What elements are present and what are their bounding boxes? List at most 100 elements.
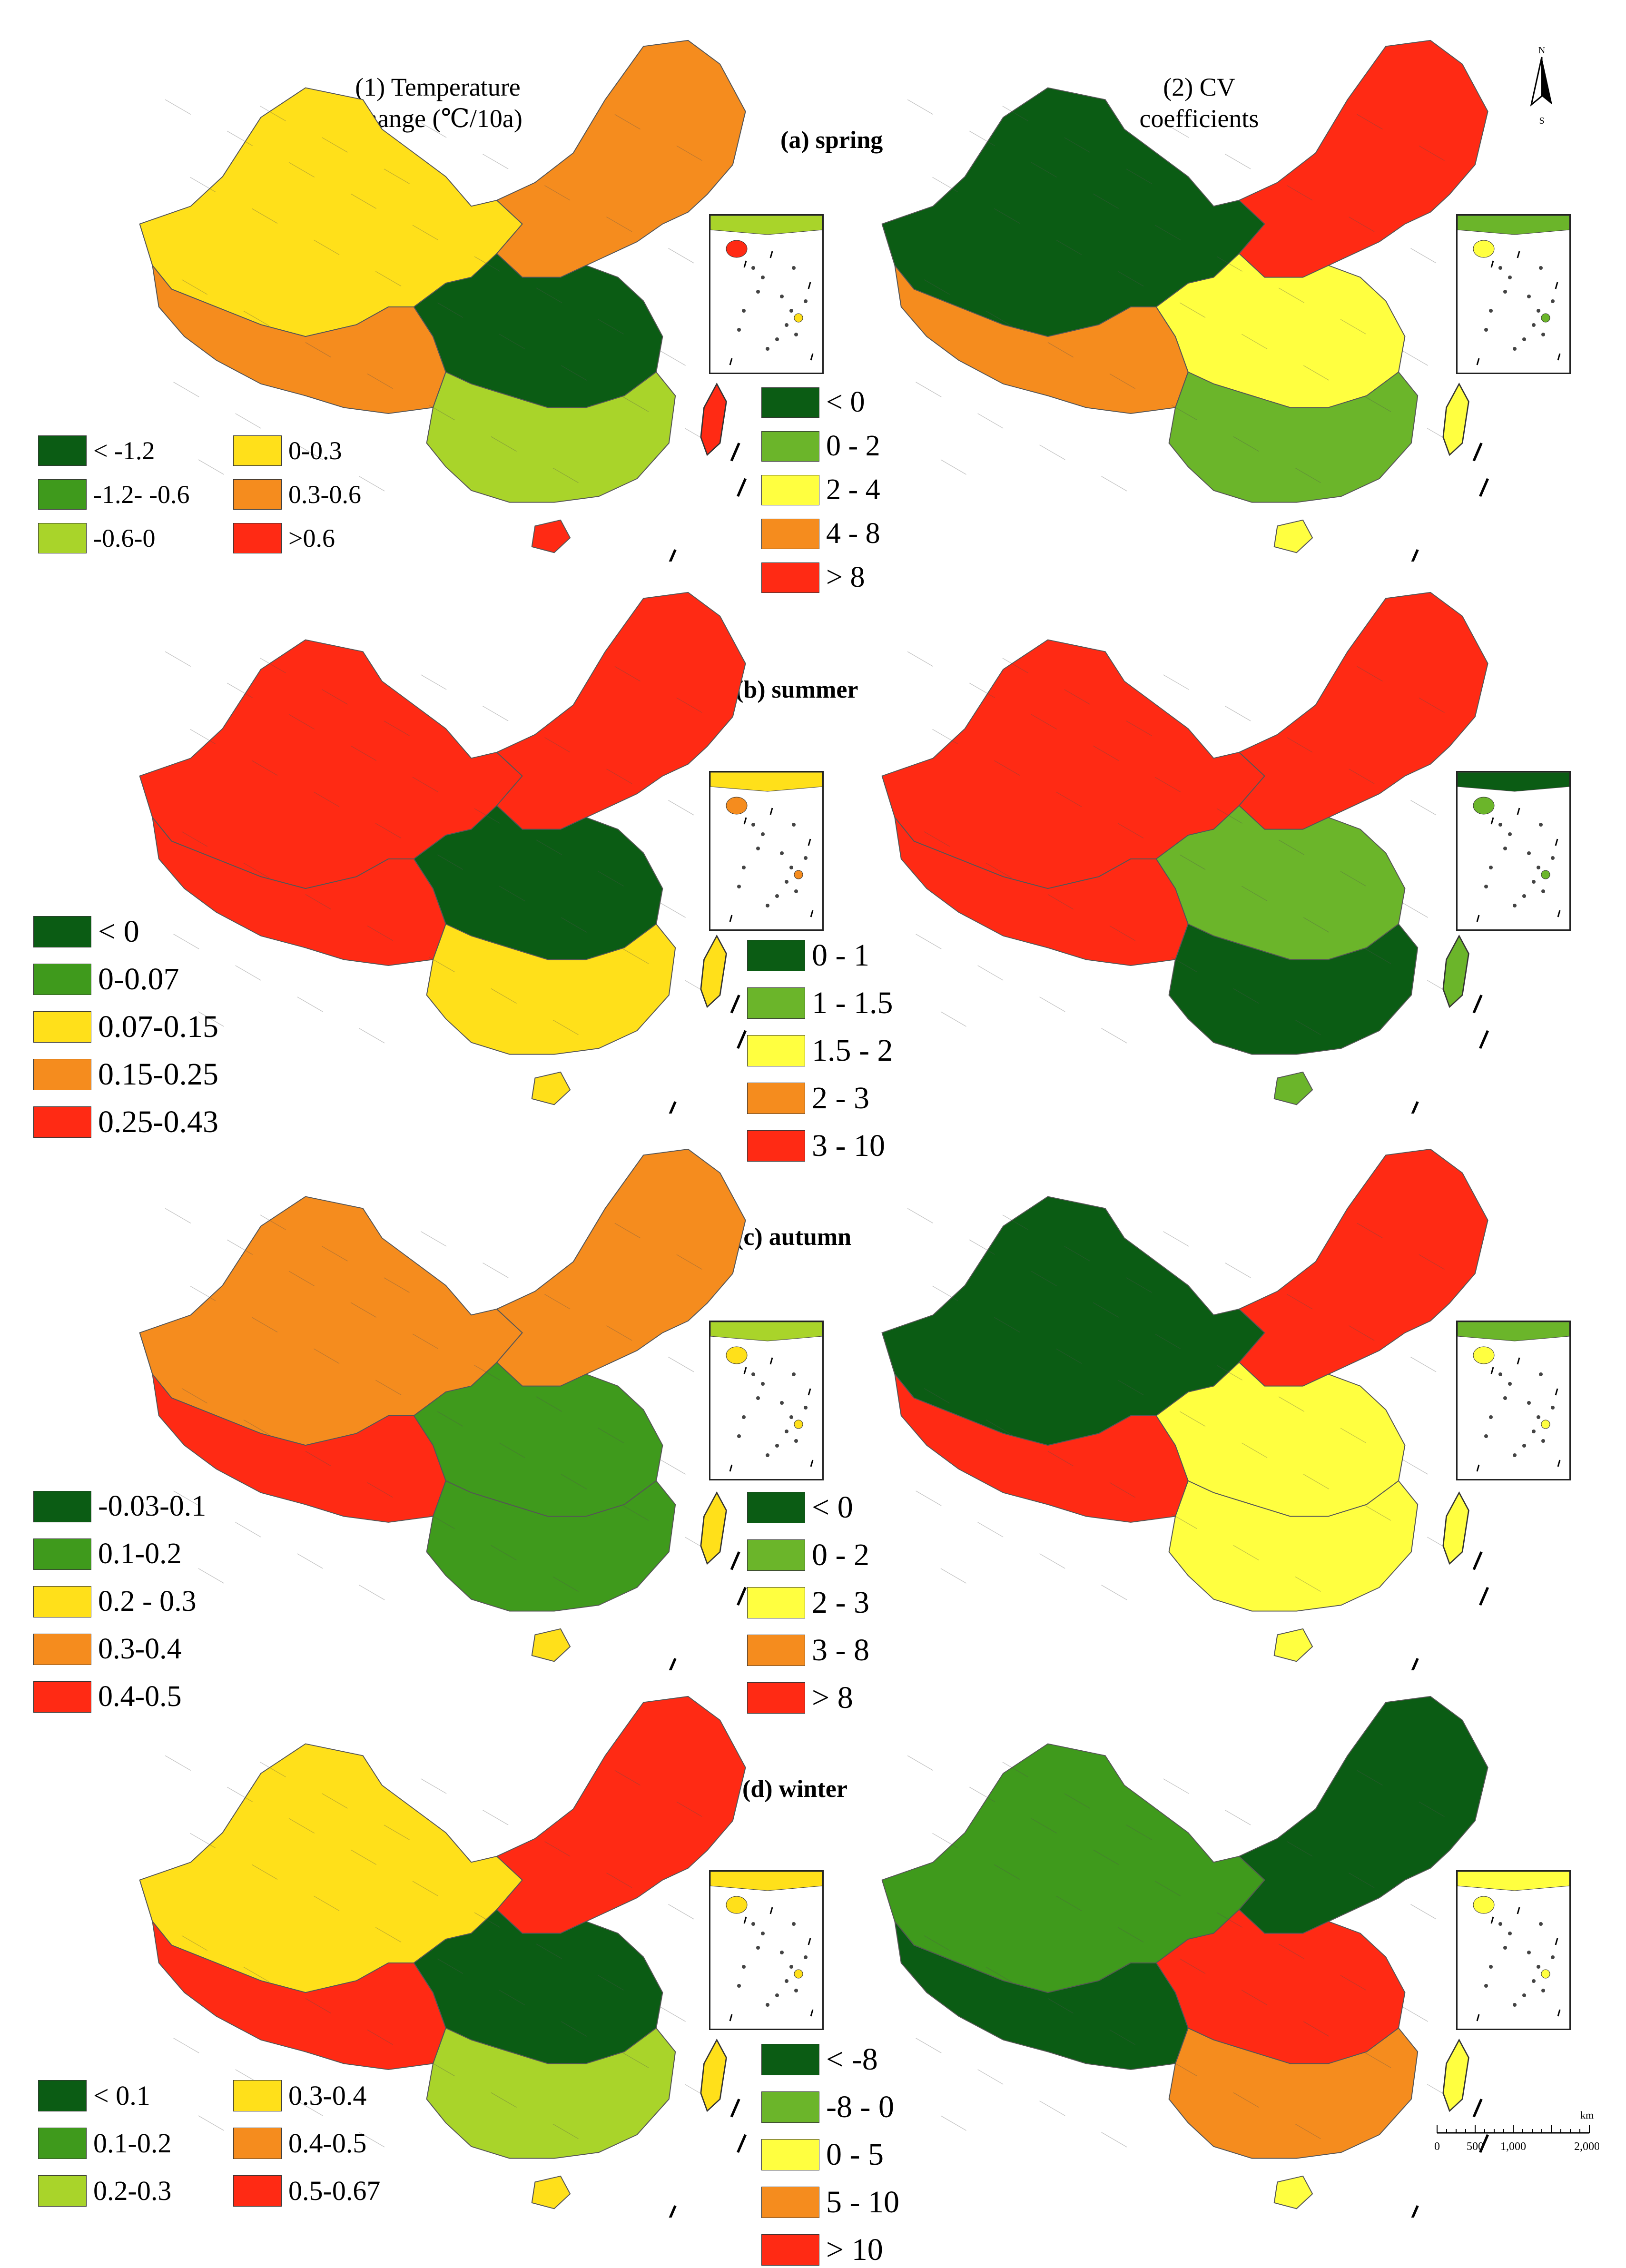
svg-text:0: 0 [1434,2140,1440,2153]
inset-south-china-sea-winter-temperature [709,1870,824,2030]
region-south [1168,1480,1419,1612]
legend-item: 5 - 10 [761,2184,899,2220]
legend-swatch [33,964,91,995]
svg-text:500: 500 [1467,2140,1484,2153]
legend-label: -1.2- -0.6 [93,480,190,509]
region-south [1168,371,1419,503]
region-taiwan [1442,382,1469,456]
legend-label: 2 - 3 [812,1081,869,1115]
inset-south-china-sea-autumn-cv [1456,1321,1571,1480]
legend-swatch [38,2080,87,2111]
legend-swatch [33,1059,91,1090]
legend-swatch [747,1035,805,1066]
region-south [1168,2027,1419,2159]
legend-swatch [747,1492,805,1523]
legend-item: 0 - 2 [761,429,880,463]
region-island [1273,2175,1313,2209]
legend-label: 0.3-0.6 [288,480,361,509]
legend-item: -1.2- -0.6 [38,479,189,510]
region-taiwan [700,2038,727,2112]
season-title-winter: (d) winter [742,1775,847,1803]
legend-label: 0 - 2 [826,430,880,462]
legend-item: 0.4-0.5 [33,1680,182,1714]
region-island [531,2175,571,2209]
legend-item: < -8 [761,2041,878,2078]
map-autumn-cv [857,1137,1494,1677]
legend-swatch [747,1682,805,1714]
legend-swatch [33,1586,91,1617]
legend-item: >0.6 [233,523,335,553]
cv-header: (2) CV coefficients [1090,71,1309,134]
legend-swatch [233,2175,282,2207]
region-taiwan [700,382,727,456]
legend-swatch [747,1587,805,1618]
inset-south-china-sea-spring-cv [1456,214,1571,374]
legend-label: 3 - 8 [812,1633,869,1667]
legend-item: 0.3-0.4 [33,1632,182,1666]
region-island [1273,1071,1313,1105]
legend-item: 0.07-0.15 [33,1009,218,1045]
legend-swatch [761,431,819,462]
region-taiwan [1442,1491,1469,1565]
legend-item: -0.6-0 [38,523,155,553]
legend-label: > 8 [812,1680,853,1715]
legend-item: 0.1-0.2 [33,1537,182,1571]
legend-swatch [747,940,805,971]
season-title-spring: (a) spring [780,127,883,154]
region-northeast [496,592,746,830]
region-island [1273,1628,1313,1662]
region-northeast [1238,1148,1488,1387]
map-winter-cv [857,1685,1494,2224]
legend-label: 0.25-0.43 [98,1104,218,1139]
legend-item: 0.3-0.6 [233,479,361,510]
cv-header-line1: (2) CV [1163,73,1235,101]
legend-swatch [747,1539,805,1571]
svg-text:N: N [1538,45,1545,56]
legend-label: < 0 [98,914,139,949]
region-island [531,1071,571,1105]
legend-swatch [761,562,819,593]
legend-swatch [761,2139,819,2170]
svg-text:km: km [1580,2109,1594,2121]
legend-label: 0-0.3 [288,436,342,465]
svg-text:2,000: 2,000 [1574,2140,1599,2153]
legend-label: 0 - 2 [812,1538,869,1572]
map-summer-temperature [114,581,752,1120]
temperature-header-line1: (1) Temperature [355,73,521,101]
legend-swatch [761,2234,819,2266]
legend-swatch [33,1633,91,1665]
legend-item: 1 - 1.5 [747,985,893,1021]
legend-swatch [33,1490,91,1522]
legend-swatch [747,1635,805,1666]
region-northeast [1238,1696,1488,1934]
legend-swatch [38,479,87,510]
region-south [1168,923,1419,1055]
inset-south-china-sea-winter-cv [1456,1870,1571,2030]
legend-swatch [233,479,282,510]
region-south [426,371,676,503]
legend-swatch [747,1130,805,1162]
legend-item: > 8 [761,561,865,594]
map-winter-temperature [114,1685,752,2224]
legend-item: 0 - 5 [761,2137,884,2173]
map-autumn-temperature [114,1137,752,1677]
map-summer-cv [857,581,1494,1120]
region-island [531,1628,571,1662]
season-title-summer: (b) summer [735,676,858,703]
inset-south-china-sea-summer-temperature [709,771,824,931]
legend-label: 0 - 5 [826,2137,884,2172]
legend-item: 0.25-0.43 [33,1104,218,1140]
legend-label: < 0 [812,1490,853,1525]
legend-item: 0 - 2 [747,1537,869,1573]
legend-item: < -1.2 [38,435,155,466]
legend-label: -0.03-0.1 [98,1490,207,1522]
legend-item: 0.2 - 0.3 [33,1585,197,1618]
legend-swatch [38,523,87,553]
legend-swatch [233,2080,282,2111]
legend-label: 4 - 8 [826,517,880,550]
legend-swatch [33,1011,91,1043]
legend-swatch [747,987,805,1019]
legend-swatch [233,523,282,553]
legend-item: 1.5 - 2 [747,1033,893,1069]
region-island [531,519,571,553]
